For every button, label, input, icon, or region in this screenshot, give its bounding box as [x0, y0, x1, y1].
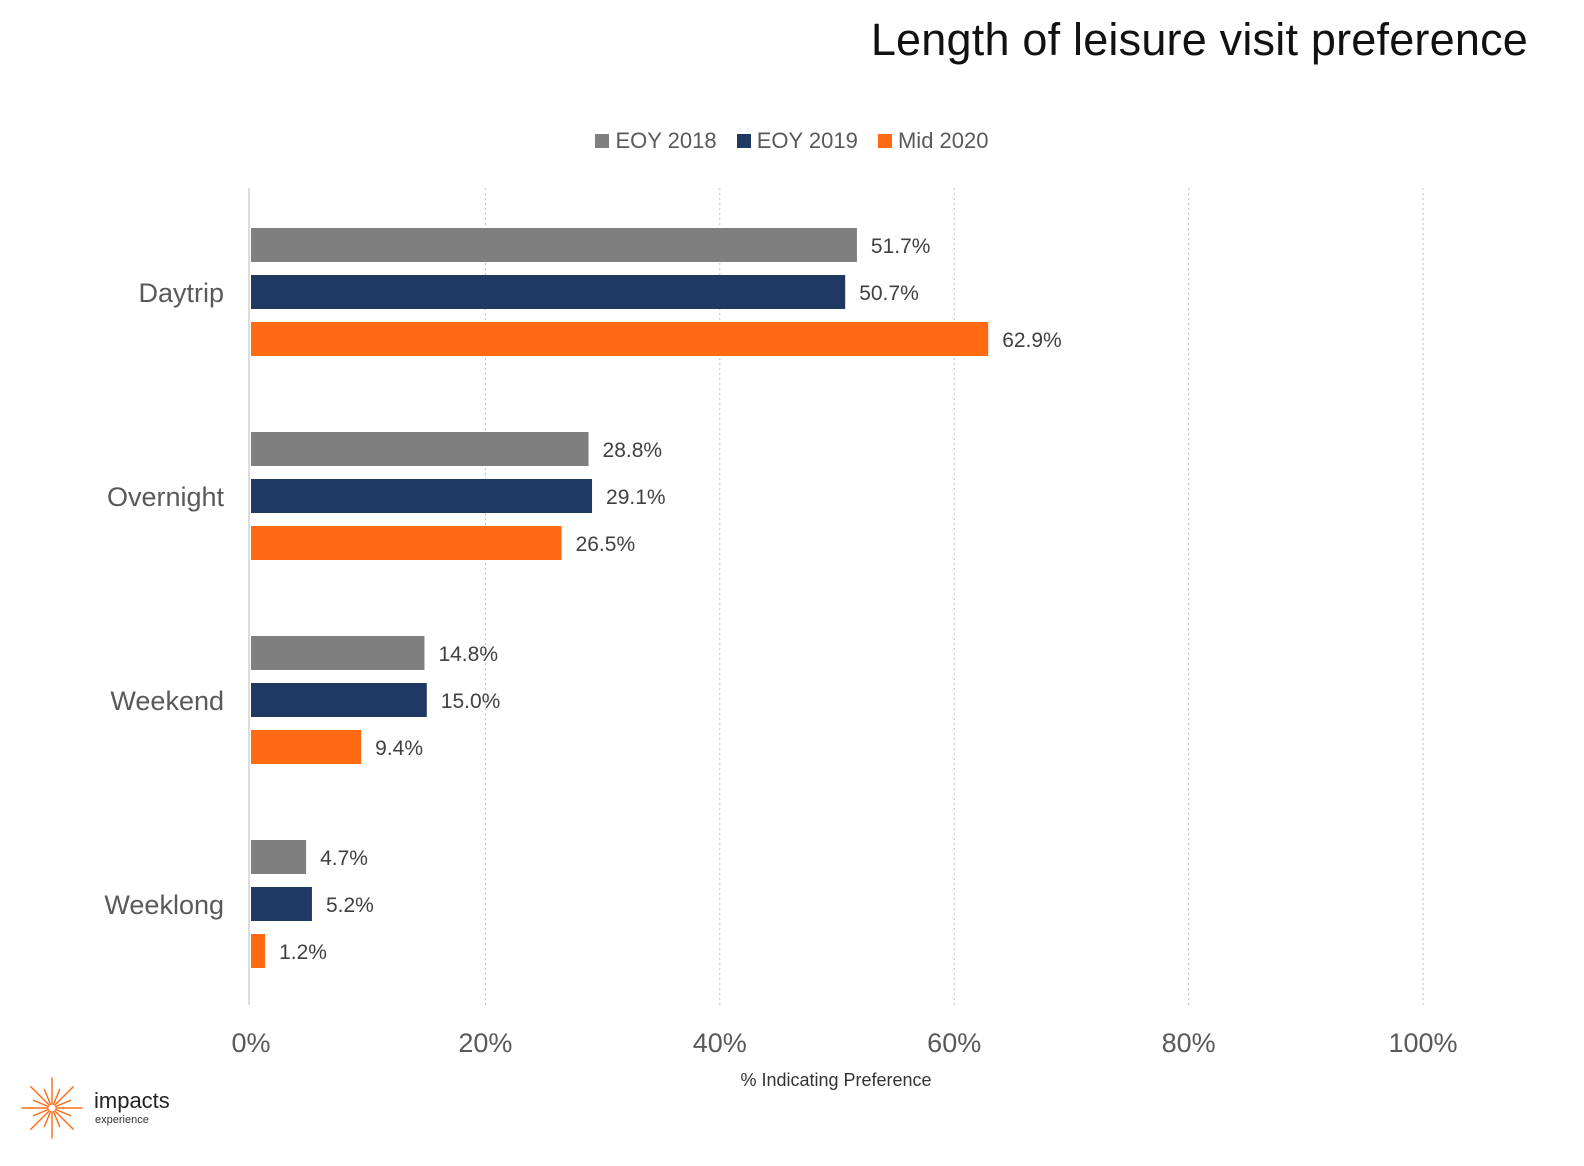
- bar: [251, 228, 857, 262]
- data-label: 1.2%: [279, 941, 327, 964]
- data-label: 51.7%: [871, 235, 931, 258]
- legend-label-mid-2020: Mid 2020: [897, 128, 989, 153]
- legend-item-eoy-2018: EOY 2018: [595, 128, 717, 154]
- grid-lines: [484, 188, 1424, 1005]
- data-label: 9.4%: [375, 737, 423, 760]
- legend-item-eoy-2019: EOY 2019: [736, 128, 858, 154]
- bar: [251, 432, 589, 466]
- bar: [251, 840, 307, 874]
- data-labels: 51.7% 50.7% 62.9% 28.8% 29.1% 26.5% 14.8% 15.0%…: [279, 235, 1062, 964]
- data-label: 50.7%: [859, 282, 919, 305]
- data-label: 4.7%: [320, 847, 368, 870]
- logo-name: impacts: [94, 1088, 170, 1113]
- bar: [251, 887, 312, 921]
- x-tick-label: 20%: [458, 1028, 512, 1058]
- data-label: 26.5%: [576, 533, 636, 556]
- bar: [251, 934, 266, 968]
- bar: [251, 526, 562, 560]
- bar: [251, 479, 593, 513]
- axes: 0% 20% 40% 60% 80% 100% Daytrip Overnight Weeken…: [104, 188, 1458, 1058]
- x-tick-label: 60%: [927, 1028, 981, 1058]
- x-tick-label: 80%: [1162, 1028, 1216, 1058]
- legend-swatch-mid-2020: [877, 134, 892, 148]
- legend: EOY 2018 EOY 2019 Mid 2020: [0, 128, 1584, 154]
- bar: [251, 730, 362, 764]
- bars: [251, 228, 989, 968]
- legend-item-mid-2020: Mid 2020: [877, 128, 989, 154]
- x-axis-title: % Indicating Preference: [740, 1070, 931, 1090]
- category-label: Daytrip: [138, 278, 224, 308]
- bar: [251, 322, 989, 356]
- bar: [251, 683, 427, 717]
- bar: [251, 275, 846, 309]
- x-tick-label: 100%: [1388, 1028, 1457, 1058]
- legend-label-eoy-2018: EOY 2018: [615, 128, 717, 153]
- logo-subtitle: experience: [95, 1114, 149, 1126]
- data-label: 28.8%: [603, 439, 663, 462]
- chart-title: Length of leisure visit preference: [870, 14, 1528, 65]
- category-label: Weeklong: [104, 890, 224, 920]
- legend-swatch-eoy-2018: [595, 134, 610, 148]
- data-label: 62.9%: [1002, 329, 1062, 352]
- data-label: 15.0%: [441, 690, 501, 713]
- starburst-icon: [21, 1077, 83, 1139]
- data-label: 5.2%: [326, 894, 374, 917]
- legend-label-eoy-2019: EOY 2019: [756, 128, 858, 153]
- bar: [251, 636, 425, 670]
- data-label: 14.8%: [438, 643, 498, 666]
- company-logo: impacts experience: [18, 1076, 218, 1146]
- legend-swatch-eoy-2019: [736, 134, 751, 148]
- category-label: Weekend: [110, 686, 224, 716]
- category-label: Overnight: [107, 482, 225, 512]
- data-label: 29.1%: [606, 486, 666, 509]
- x-tick-label: 40%: [693, 1028, 747, 1058]
- x-tick-label: 0%: [231, 1028, 270, 1058]
